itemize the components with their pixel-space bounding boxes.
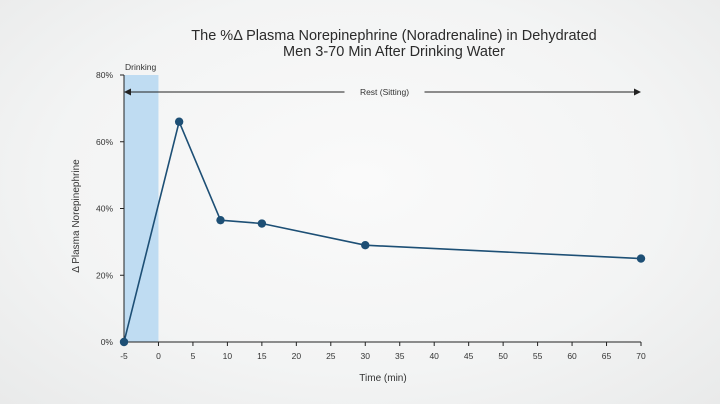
y-axis-label: Δ Plasma Norepinephrine bbox=[71, 159, 82, 273]
x-tick-label: 60 bbox=[567, 351, 577, 361]
chart-title-line-2: Men 3-70 Min After Drinking Water bbox=[283, 44, 505, 60]
data-point bbox=[636, 254, 646, 263]
x-tick-label: 50 bbox=[498, 351, 508, 361]
y-tick-label: 80% bbox=[96, 70, 113, 80]
x-tick-label: 30 bbox=[361, 351, 371, 361]
data-point bbox=[216, 215, 225, 225]
y-tick-label: 60% bbox=[96, 137, 113, 147]
x-axis-label: Time (min) bbox=[359, 373, 406, 384]
x-tick-label: 35 bbox=[395, 351, 405, 361]
x-tick-label: 15 bbox=[257, 351, 267, 361]
rest-label: Rest (Sitting) bbox=[360, 87, 409, 97]
x-tick-label: 65 bbox=[602, 351, 612, 361]
x-tick-label: 55 bbox=[533, 351, 543, 361]
chart-title-line-1: The %Δ Plasma Norepinephrine (Noradrenal… bbox=[191, 28, 596, 44]
rest-arrow-head-right bbox=[634, 88, 641, 96]
x-tick-label: 70 bbox=[636, 351, 646, 361]
x-tick-label: 45 bbox=[464, 351, 474, 361]
y-tick-label: 0% bbox=[101, 337, 114, 347]
data-point bbox=[257, 219, 267, 228]
x-tick-label: 40 bbox=[429, 351, 439, 361]
x-tick-label: 25 bbox=[326, 351, 336, 361]
x-tick-label: 20 bbox=[292, 351, 302, 361]
series-line bbox=[123, 120, 642, 343]
data-point bbox=[119, 337, 129, 347]
x-tick-label: 0 bbox=[156, 351, 161, 361]
x-tick-label: 10 bbox=[223, 351, 233, 361]
x-tick-label: 5 bbox=[191, 351, 196, 361]
y-tick-label: 20% bbox=[96, 270, 113, 280]
rest-arrow-head-left bbox=[124, 88, 131, 96]
x-tick-label: -5 bbox=[120, 351, 128, 361]
drinking-label: Drinking bbox=[125, 62, 156, 72]
data-point bbox=[174, 117, 184, 126]
y-tick-label: 40% bbox=[96, 204, 113, 214]
data-point bbox=[361, 241, 370, 250]
drinking-band bbox=[124, 75, 159, 342]
